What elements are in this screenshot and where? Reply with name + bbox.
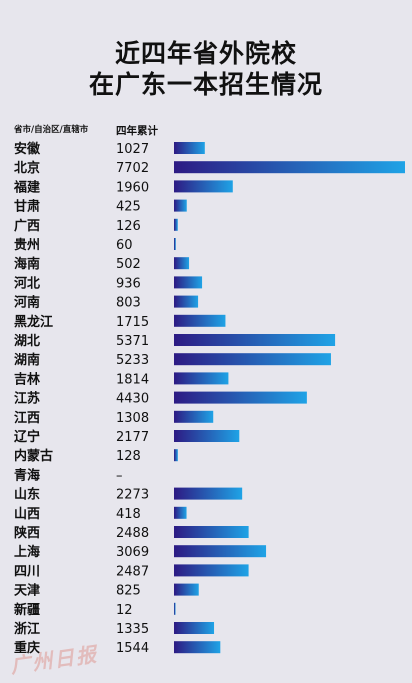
value-label: 2177 — [116, 430, 149, 445]
value-label: 1308 — [116, 411, 149, 426]
value-label: 1335 — [116, 622, 149, 637]
value-label: 425 — [116, 200, 141, 215]
column-header-total: 四年累计 — [116, 125, 158, 137]
category-label: 吉林 — [14, 371, 40, 387]
category-label: 陕西 — [14, 525, 40, 541]
value-label: 4430 — [116, 392, 149, 407]
bar — [174, 391, 307, 404]
category-label: 上海 — [14, 544, 40, 560]
bar — [174, 410, 214, 423]
column-header-region: 省市/自治区/直辖市 — [14, 125, 89, 135]
value-label: 803 — [116, 296, 141, 311]
bar — [174, 334, 336, 346]
bar — [174, 218, 178, 231]
value-label: 5371 — [116, 334, 149, 349]
category-label: 浙江 — [14, 621, 40, 637]
value-label: 2487 — [116, 564, 149, 579]
value-label: 502 — [116, 257, 141, 272]
category-label: 河南 — [14, 295, 40, 311]
category-label: 天津 — [14, 583, 40, 599]
bar — [174, 161, 405, 174]
value-label: 825 — [116, 584, 141, 599]
bar — [174, 238, 176, 250]
category-label: 江西 — [14, 410, 40, 426]
category-label: 福建 — [13, 179, 40, 195]
category-label: 海南 — [14, 256, 40, 272]
bar — [174, 295, 199, 308]
category-label: 黑龙江 — [14, 314, 53, 330]
bar — [174, 526, 249, 538]
chart-title-line1: 近四年省外院校 — [114, 39, 297, 68]
bar — [174, 506, 187, 519]
bar — [174, 641, 221, 654]
category-label: 湖南 — [14, 352, 40, 368]
category-label: 青海 — [14, 467, 40, 483]
bar — [174, 180, 233, 193]
value-label: 5233 — [116, 353, 149, 368]
category-label: 河北 — [14, 275, 40, 291]
bar — [174, 449, 178, 462]
chart-title-line2: 在广东一本招生情况 — [88, 70, 323, 99]
value-label: 128 — [116, 449, 141, 464]
bar — [174, 142, 205, 154]
category-label: 贵州 — [14, 237, 40, 253]
value-label: 1544 — [116, 641, 149, 656]
bar — [174, 199, 187, 212]
bar — [174, 622, 215, 634]
value-label: 7702 — [116, 161, 149, 176]
value-label: 1027 — [116, 142, 149, 157]
value-label: 60 — [116, 238, 133, 253]
bar — [174, 545, 267, 558]
bar — [174, 257, 190, 270]
category-label: 江苏 — [14, 391, 40, 407]
value-label: 3069 — [116, 545, 149, 560]
category-label: 甘肃 — [14, 199, 40, 215]
value-label: 936 — [116, 276, 141, 291]
category-label: 四川 — [14, 564, 40, 579]
category-label: 重庆 — [14, 640, 40, 656]
value-label: – — [116, 468, 123, 483]
value-label: 2273 — [116, 488, 149, 503]
bar — [174, 602, 176, 615]
bar — [174, 583, 199, 596]
category-label: 辽宁 — [14, 429, 40, 445]
category-label: 山西 — [14, 506, 40, 522]
category-label: 湖北 — [14, 334, 40, 349]
value-label: 1814 — [116, 372, 149, 387]
bar — [174, 314, 226, 327]
value-label: 1960 — [116, 180, 149, 195]
bar — [174, 353, 331, 366]
bar — [174, 564, 249, 577]
value-label: 12 — [116, 603, 133, 618]
value-label: 418 — [116, 507, 141, 522]
category-label: 新疆 — [14, 602, 40, 618]
bar — [174, 372, 229, 385]
value-label: 2488 — [116, 526, 149, 541]
bar — [174, 487, 243, 500]
category-label: 内蒙古 — [14, 448, 53, 464]
bar — [174, 276, 203, 289]
category-label: 山东 — [14, 487, 40, 503]
bar — [174, 430, 240, 442]
category-label: 安徽 — [14, 141, 41, 157]
value-label: 1715 — [116, 315, 149, 330]
value-label: 126 — [116, 219, 141, 234]
category-label: 广西 — [14, 218, 40, 234]
category-label: 北京 — [14, 160, 40, 176]
